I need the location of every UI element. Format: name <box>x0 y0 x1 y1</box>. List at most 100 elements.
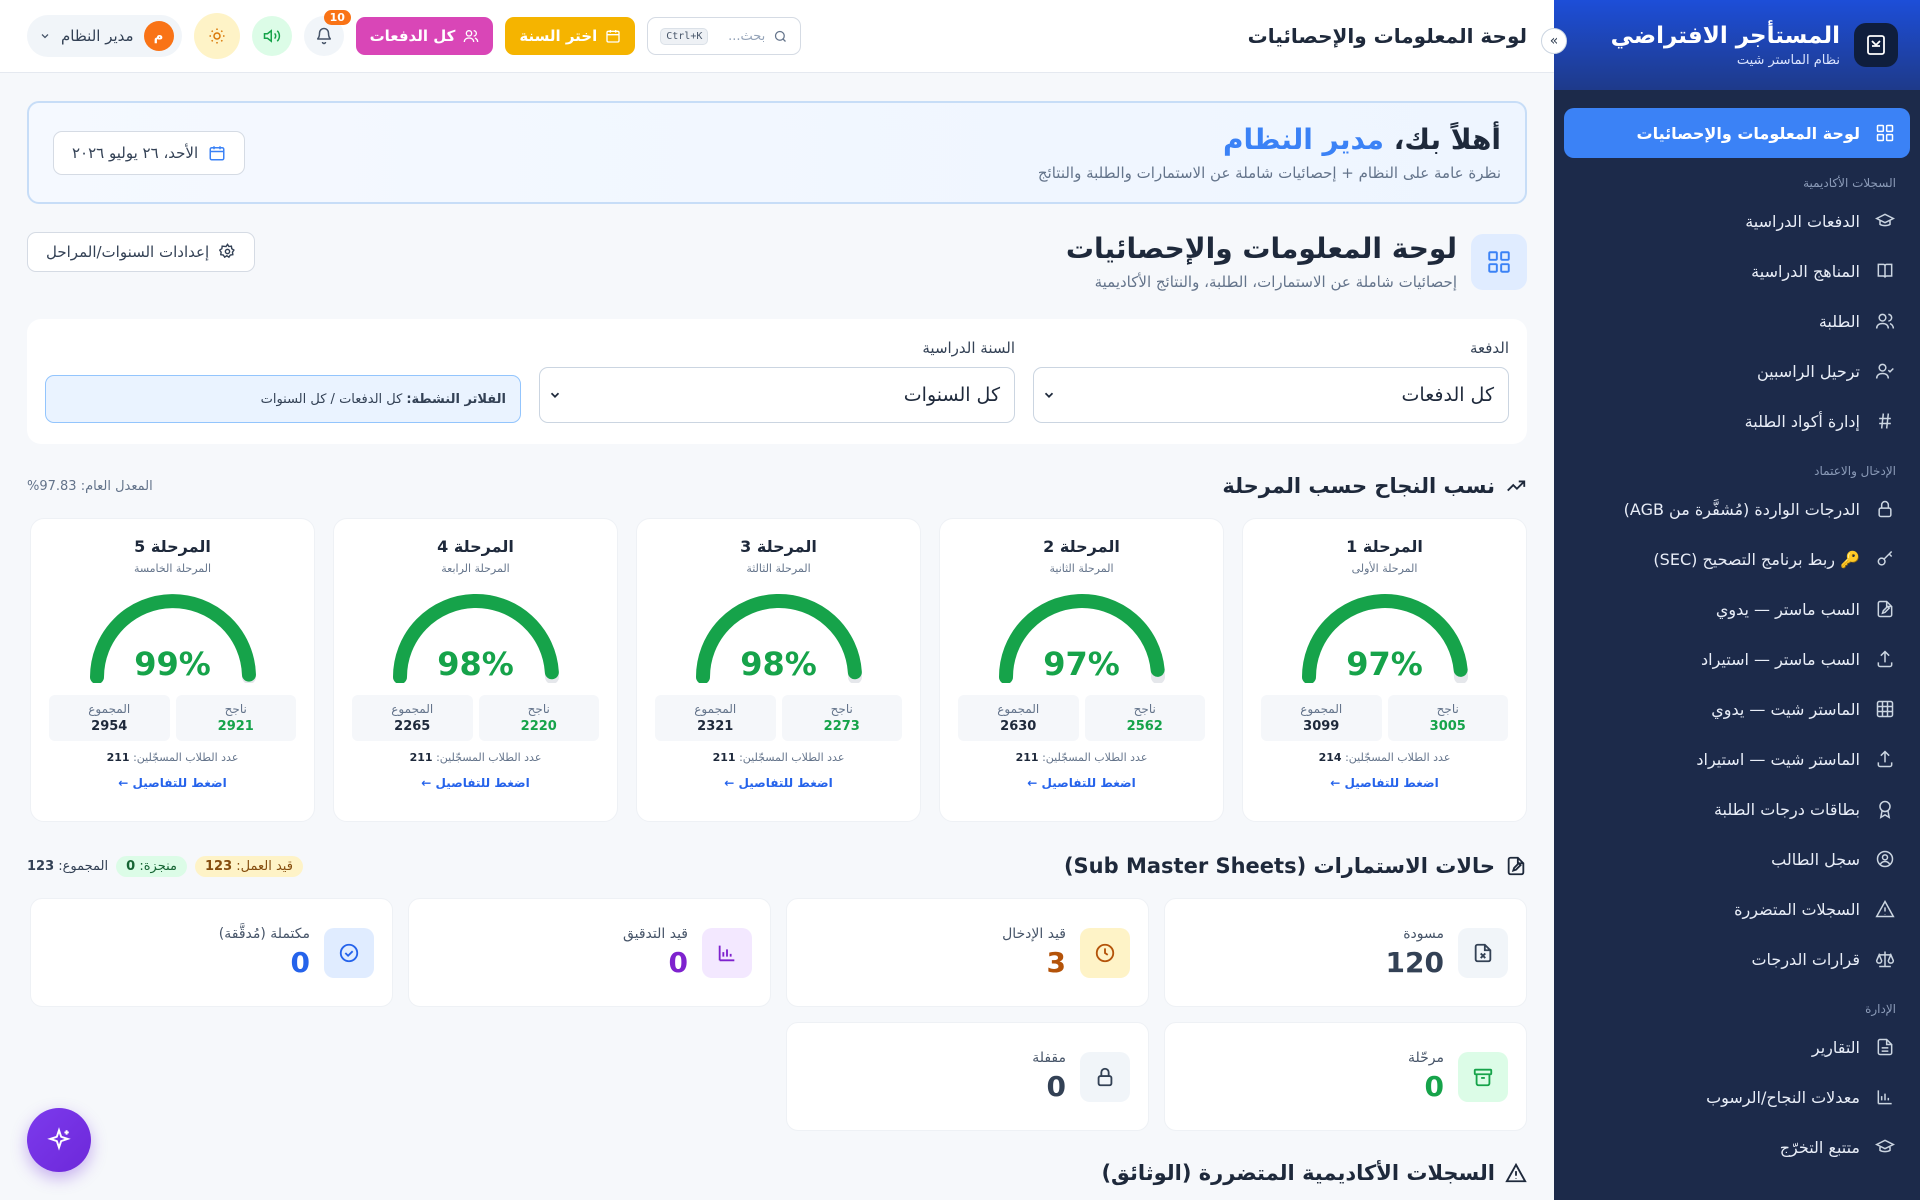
hash-icon <box>1874 410 1896 432</box>
stage-card-1[interactable]: المرحلة 1 المرحلة الأولى 97% ناجح 3005 المجمو… <box>1242 518 1527 822</box>
avatar: م <box>143 21 174 51</box>
stage-card-3[interactable]: المرحلة 3 المرحلة الثالثة 98% ناجح 2273 المجم… <box>636 518 921 822</box>
stage-name: المرحلة 2 <box>1043 537 1120 556</box>
status-card-2[interactable]: قيد الإدخال 3 <box>786 898 1149 1007</box>
scale-icon <box>1874 948 1896 970</box>
sidebar: المستأجر الافتراضي نظام الماستر شيت لوحة… <box>1554 0 1920 1200</box>
clock-icon <box>1080 927 1130 978</box>
sidebar-item-0-1[interactable]: المناهج الدراسية <box>1564 246 1910 296</box>
details-link[interactable]: اضغط للتفاصيل ← <box>118 776 227 790</box>
passed-label: ناجح <box>1436 702 1459 716</box>
sidebar-item-1-4[interactable]: الماستر شيت — يدوي <box>1564 684 1910 734</box>
page-header: لوحة المعلومات والإحصائيات إحصائيات شامل… <box>27 231 1527 291</box>
sidebar-item-1-8[interactable]: السجلات المتضررة <box>1564 884 1910 934</box>
sidebar-item-1-0[interactable]: الدرجات الواردة (مُشفَّرة من AGB) <box>1564 484 1910 534</box>
details-link[interactable]: اضغط للتفاصيل ← <box>421 776 530 790</box>
passed-value: 3005 <box>1429 719 1466 734</box>
done-value: 0 <box>126 858 136 874</box>
sidebar-item-0-0[interactable]: الدفعات الدراسية <box>1564 196 1910 246</box>
sidebar-item-label: سجل الطالب <box>1771 849 1860 869</box>
bar-chart-icon <box>1874 1086 1896 1108</box>
sidebar-item-dashboard[interactable]: لوحة المعلومات والإحصائيات <box>1564 108 1910 158</box>
sidebar-section-title: الإدخال والاعتماد <box>1814 464 1896 478</box>
sidebar-section-title: السجلات الأكاديمية <box>1803 176 1896 190</box>
details-link[interactable]: اضغط للتفاصيل ← <box>1330 776 1439 790</box>
status-card-3[interactable]: قيد التدقيق 0 <box>408 898 771 1007</box>
sound-toggle-button[interactable] <box>251 16 292 56</box>
key-icon <box>1874 548 1896 570</box>
volume-icon <box>263 29 280 43</box>
sidebar-item-0-2[interactable]: الطلبة <box>1564 296 1910 346</box>
passed-stat: ناجح 2273 <box>781 695 902 741</box>
chevrons-right-icon: » <box>1549 33 1559 49</box>
stage-subtitle: المرحلة الثانية <box>1049 562 1114 575</box>
sidebar-item-0-3[interactable]: ترحيل الراسبين <box>1564 346 1910 396</box>
pass-rate-gauge: 97% <box>1297 589 1473 683</box>
award-icon <box>1874 798 1896 820</box>
theme-toggle-button[interactable] <box>193 13 240 59</box>
sun-icon <box>209 28 225 44</box>
sidebar-item-label: متتبع التخرّج <box>1779 1137 1860 1157</box>
year-filter-label: السنة الدراسية <box>922 339 1015 357</box>
pass-rate-value: 97% <box>1346 645 1423 683</box>
all-batches-button[interactable]: كل الدفعات <box>355 17 494 55</box>
upload-icon <box>1874 648 1896 670</box>
pass-rates-title: نسب النجاح حسب المرحلة <box>1222 474 1495 498</box>
enrolled-count: عدد الطلاب المسجّلين: 211 <box>410 751 542 764</box>
year-select[interactable]: كل السنوات <box>539 367 1015 423</box>
filter-spacer <box>45 339 521 357</box>
active-filters-label: الفلاتر النشطة: <box>406 391 506 407</box>
status-card-5[interactable]: مرحّلة 0 <box>1164 1022 1527 1131</box>
select-year-button[interactable]: اختر السنة <box>505 17 636 55</box>
stage-card-4[interactable]: المرحلة 4 المرحلة الرابعة 98% ناجح 2220 المجم… <box>333 518 618 822</box>
calendar-icon <box>209 145 225 160</box>
enrolled-value: 211 <box>409 751 433 764</box>
sidebar-item-1-7[interactable]: سجل الطالب <box>1564 834 1910 884</box>
status-value: 0 <box>668 946 688 979</box>
enrolled-label: عدد الطلاب المسجّلين: <box>739 751 845 764</box>
passed-stat: ناجح 2562 <box>1084 695 1205 741</box>
total-label: المجموع <box>997 702 1040 716</box>
pass-rate-gauge: 98% <box>691 589 867 683</box>
passed-value: 2273 <box>823 719 860 734</box>
sidebar-item-1-3[interactable]: السب ماستر — استيراد <box>1564 634 1910 684</box>
sidebar-item-2-2[interactable]: متتبع التخرّج <box>1564 1122 1910 1172</box>
sidebar-item-1-2[interactable]: السب ماستر — يدوي <box>1564 584 1910 634</box>
sidebar-item-2-1[interactable]: معدلات النجاح/الرسوب <box>1564 1072 1910 1122</box>
pass-rate-value: 98% <box>740 645 817 683</box>
sidebar-item-2-0[interactable]: التقارير <box>1564 1022 1910 1072</box>
page-subtitle: إحصائيات شاملة عن الاستمارات، الطلبة، وا… <box>1094 273 1457 291</box>
archive-icon <box>1458 1051 1508 1102</box>
ai-assistant-button[interactable] <box>27 1108 91 1172</box>
pass-rate-value: 99% <box>134 645 211 683</box>
status-label: قيد الإدخال <box>1002 926 1066 942</box>
sidebar-item-1-6[interactable]: بطاقات درجات الطلبة <box>1564 784 1910 834</box>
sidebar-item-label: معدلات النجاح/الرسوب <box>1706 1087 1860 1107</box>
search-input[interactable]: بحث... Ctrl+K <box>647 17 802 55</box>
user-menu[interactable]: م مدير النظام <box>27 15 182 57</box>
current-date: الأحد، ٢٦ يوليو ٢٠٢٦ <box>72 143 199 162</box>
sidebar-item-0-4[interactable]: إدارة أكواد الطلبة <box>1564 396 1910 446</box>
stage-card-2[interactable]: المرحلة 2 المرحلة الثانية 97% ناجح 2562 المجم… <box>939 518 1224 822</box>
forms-status-header: حالات الاستمارات (Sub Master Sheets) قيد… <box>27 854 1527 878</box>
stage-card-5[interactable]: المرحلة 5 المرحلة الخامسة 99% ناجح 2921 المجم… <box>30 518 315 822</box>
total-value: 2265 <box>394 719 431 734</box>
active-filters: الفلاتر النشطة: كل الدفعات / كل السنوات <box>45 375 521 423</box>
status-card-6[interactable]: مقفلة 0 <box>786 1022 1149 1131</box>
gauge-fill <box>1301 594 1468 683</box>
batch-select[interactable]: كل الدفعات <box>1033 367 1509 423</box>
status-card-1[interactable]: مسودة 120 <box>1164 898 1527 1007</box>
collapse-sidebar-button[interactable]: » <box>1541 28 1567 54</box>
notifications-button[interactable]: 10 <box>303 10 351 56</box>
sidebar-item-label: الدرجات الواردة (مُشفَّرة من AGB) <box>1623 499 1860 519</box>
sidebar-item-1-9[interactable]: قرارات الدرجات <box>1564 934 1910 984</box>
sidebar-item-label: المناهج الدراسية <box>1751 261 1860 281</box>
sidebar-item-1-5[interactable]: الماستر شيت — استيراد <box>1564 734 1910 784</box>
year-stage-settings-button[interactable]: إعدادات السنوات/المراحل <box>27 231 256 272</box>
lock-icon <box>1080 1051 1130 1102</box>
sidebar-item-1-1[interactable]: 🔑 ربط برنامج التصحيح (SEC) <box>1564 534 1910 584</box>
details-link[interactable]: اضغط للتفاصيل ← <box>724 776 833 790</box>
status-value: 120 <box>1385 946 1444 979</box>
status-card-4[interactable]: مكتملة (مُدقَّقة) 0 <box>30 898 393 1007</box>
details-link[interactable]: اضغط للتفاصيل ← <box>1027 776 1136 790</box>
